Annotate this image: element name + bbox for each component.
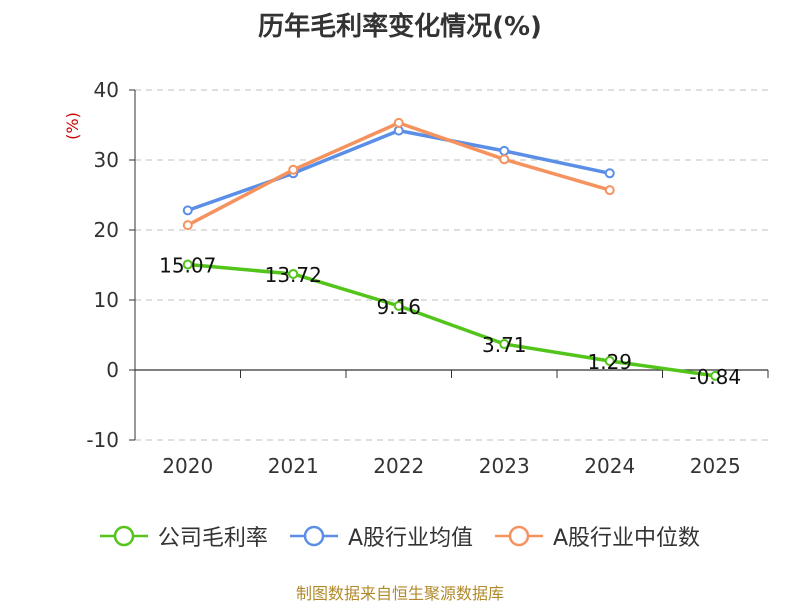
data-label: 13.72 bbox=[265, 263, 322, 287]
data-point bbox=[499, 339, 510, 350]
legend-swatch-icon bbox=[99, 525, 148, 547]
x-tick-label: 2020 bbox=[162, 454, 213, 478]
data-point bbox=[182, 205, 193, 216]
data-point bbox=[288, 268, 299, 279]
data-point bbox=[393, 300, 404, 311]
data-point bbox=[604, 355, 615, 366]
x-tick-label: 2024 bbox=[584, 454, 635, 478]
data-point bbox=[288, 164, 299, 175]
data-point bbox=[710, 370, 721, 381]
data-point bbox=[604, 168, 615, 179]
x-tick-label: 2023 bbox=[479, 454, 530, 478]
legend-label: A股行业中位数 bbox=[553, 526, 701, 551]
legend-item[interactable]: A股行业中位数 bbox=[495, 520, 700, 552]
legend-label: 公司毛利率 bbox=[157, 526, 268, 551]
y-tick-label: 20 bbox=[94, 218, 119, 242]
x-tick-label: 2021 bbox=[268, 454, 319, 478]
data-label: 9.16 bbox=[376, 295, 421, 319]
y-tick-label: -10 bbox=[86, 428, 119, 452]
legend-swatch-icon bbox=[495, 525, 543, 547]
legend-swatch-icon bbox=[289, 525, 338, 547]
legend-label: A股行业均值 bbox=[347, 526, 473, 551]
data-point bbox=[499, 145, 510, 156]
data-label: 3.71 bbox=[482, 333, 527, 357]
data-label: -0.84 bbox=[689, 365, 741, 389]
data-label: 15.07 bbox=[159, 254, 216, 278]
chart-legend: 公司毛利率 A股行业均值 A股行业中位数 bbox=[0, 520, 800, 552]
data-point bbox=[182, 259, 193, 270]
source-note: 制图数据来自恒生聚源数据库 bbox=[295, 584, 504, 603]
data-point bbox=[393, 117, 404, 128]
series-line-2 bbox=[186, 121, 611, 227]
data-point bbox=[499, 154, 510, 165]
y-tick-label: 10 bbox=[94, 288, 119, 312]
legend-item[interactable]: A股行业均值 bbox=[289, 520, 473, 552]
y-axis-label: (%) bbox=[63, 112, 82, 140]
y-tick-label: 30 bbox=[94, 148, 119, 172]
data-label: 1.29 bbox=[587, 350, 632, 374]
legend-item[interactable]: 公司毛利率 bbox=[99, 520, 268, 552]
x-tick-label: 2022 bbox=[373, 454, 424, 478]
series-line-0 bbox=[187, 262, 716, 378]
x-tick-label: 2025 bbox=[690, 454, 741, 478]
data-point bbox=[182, 220, 193, 231]
chart-title: 历年毛利率变化情况(%) bbox=[258, 12, 542, 42]
y-tick-label: 0 bbox=[106, 358, 119, 382]
data-point bbox=[604, 185, 615, 196]
y-tick-label: 40 bbox=[94, 78, 119, 102]
